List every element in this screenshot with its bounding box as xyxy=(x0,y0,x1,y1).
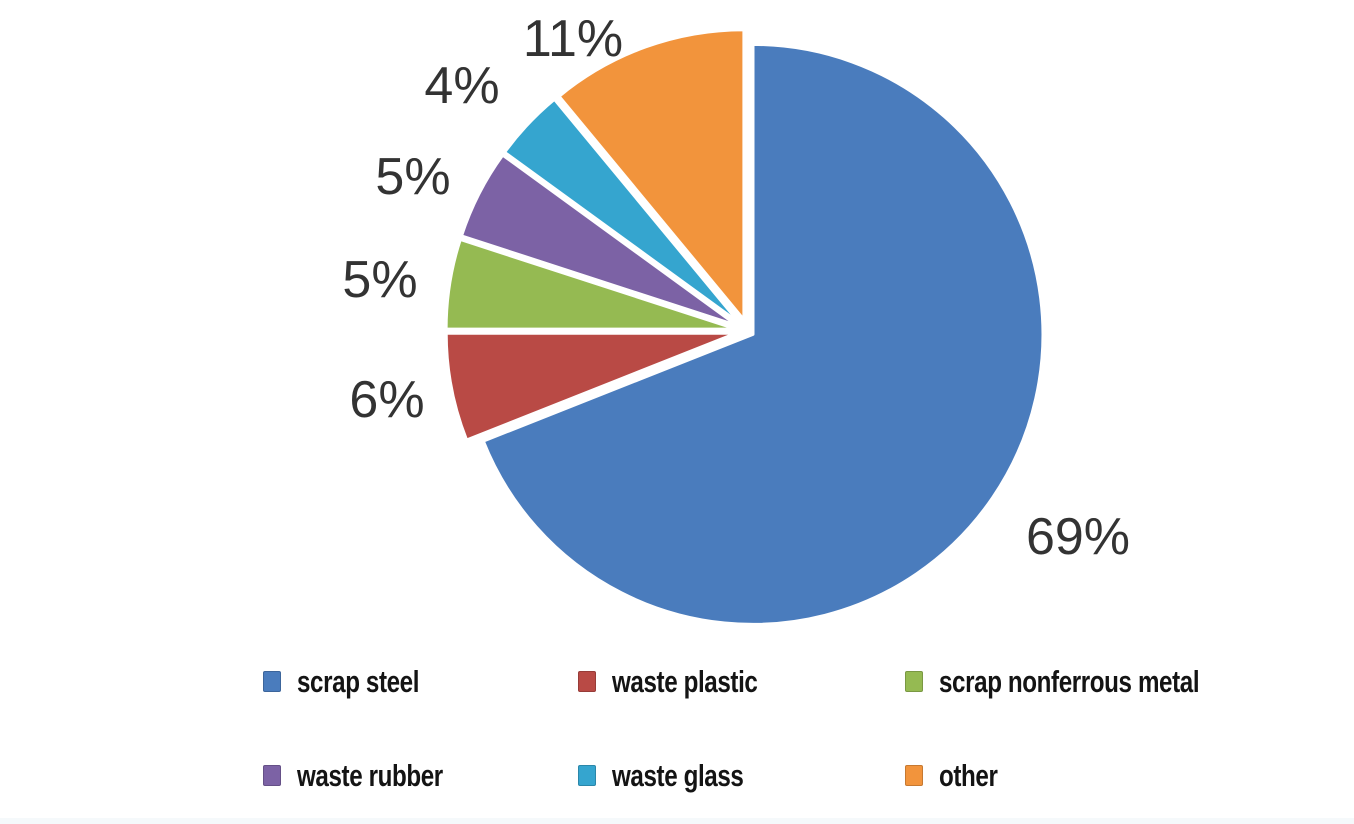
legend-label-waste-plastic: waste plastic xyxy=(612,663,758,699)
pct-label-waste-plastic: 6% xyxy=(349,371,424,429)
legend-label-other: other xyxy=(939,757,998,793)
legend-item-waste-plastic: waste plastic xyxy=(578,663,798,699)
legend-label-waste-rubber: waste rubber xyxy=(297,757,443,793)
pct-label-waste-rubber: 5% xyxy=(375,148,450,206)
legend-item-other: other xyxy=(905,757,1014,793)
pie-slice-scrap-nonferrous-metal xyxy=(444,238,738,331)
pct-label-other: 11% xyxy=(523,10,623,68)
pct-label-scrap-steel: 69% xyxy=(1026,508,1130,566)
pie-slice-other xyxy=(557,28,746,322)
legend-item-scrap-nonferrous-metal: scrap nonferrous metal xyxy=(905,663,1273,699)
legend-swatch-waste-plastic xyxy=(578,670,596,692)
pie-slice-waste-glass xyxy=(503,97,741,325)
pie-slice-scrap-steel xyxy=(481,42,1045,626)
legend-label-scrap-nonferrous-metal: scrap nonferrous metal xyxy=(939,663,1200,699)
pct-label-waste-glass: 4% xyxy=(424,57,499,115)
pie-slice-waste-rubber xyxy=(460,153,739,328)
bottom-strip xyxy=(0,818,1354,824)
legend-swatch-waste-glass xyxy=(578,764,596,786)
legend-item-waste-glass: waste glass xyxy=(578,757,781,793)
pct-label-scrap-nonferrous-metal: 5% xyxy=(342,251,417,309)
legend-label-waste-glass: waste glass xyxy=(612,757,744,793)
legend-label-scrap-steel: scrap steel xyxy=(297,663,420,699)
legend-swatch-waste-rubber xyxy=(263,764,281,786)
legend-item-scrap-steel: scrap steel xyxy=(263,663,454,699)
legend-swatch-scrap-steel xyxy=(263,670,281,692)
legend-swatch-other xyxy=(905,764,923,786)
legend-swatch-scrap-nonferrous-metal xyxy=(905,670,923,692)
legend-item-waste-rubber: waste rubber xyxy=(263,757,484,793)
pie-slice-waste-plastic xyxy=(444,331,738,442)
